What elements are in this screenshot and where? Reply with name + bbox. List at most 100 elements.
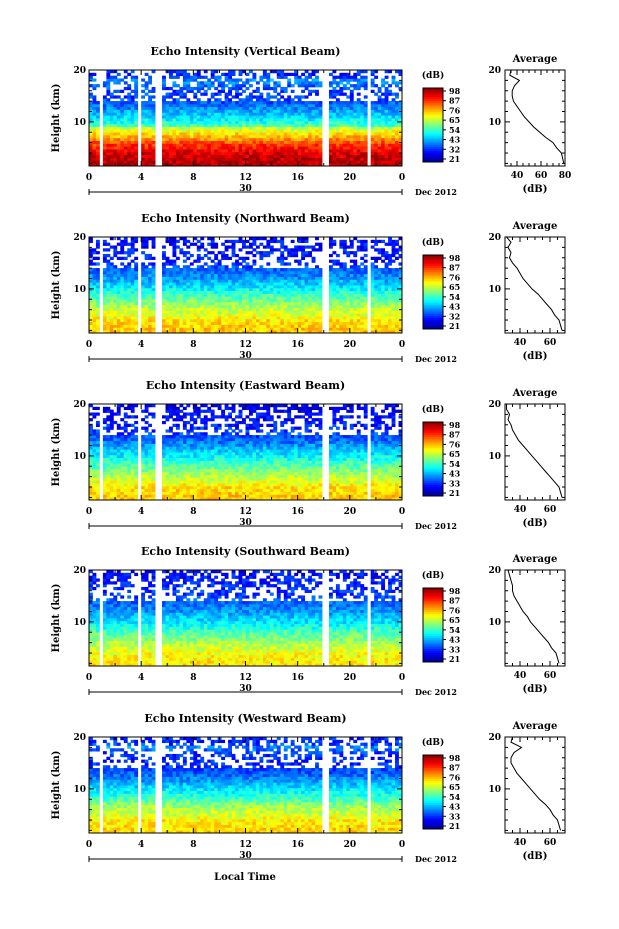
x-tick-label: 20 <box>344 507 357 517</box>
y-tick-label: 10 <box>73 285 86 295</box>
colorbar-band <box>423 599 443 602</box>
colorbar-band <box>423 786 443 789</box>
colorbar-band <box>423 788 443 791</box>
colorbar-band <box>423 767 443 771</box>
colorbar-band <box>423 280 443 284</box>
colorbar-band <box>423 299 443 302</box>
colorbar-band <box>423 444 443 447</box>
colorbar-band <box>423 301 443 304</box>
colorbar-band <box>423 471 443 475</box>
heatmap-cells <box>89 570 403 667</box>
colorbar-band <box>423 150 443 154</box>
average-x-label: (dB) <box>523 851 548 862</box>
colorbar-band <box>423 479 443 482</box>
colorbar-band <box>423 652 443 655</box>
colorbar-band <box>423 636 443 639</box>
colorbar-tick-label: 76 <box>449 105 461 115</box>
y-tick-label: 20 <box>73 566 86 576</box>
date-day-label: 30 <box>239 518 252 528</box>
colorbar-frame <box>422 254 444 330</box>
colorbar-band <box>423 438 443 441</box>
colorbar-band <box>423 154 443 157</box>
colorbar-band <box>423 481 443 484</box>
colorbar-tick-label: 87 <box>449 96 460 106</box>
colorbar-band <box>423 440 443 443</box>
colorbar-band <box>423 132 443 135</box>
colorbar-band <box>423 816 443 819</box>
colorbar-band <box>423 626 443 630</box>
colorbar-band <box>423 494 443 497</box>
average-profile-line <box>509 69 565 164</box>
colorbar-tick-label: 65 <box>449 115 460 125</box>
average-x-tick-label: 40 <box>514 671 527 681</box>
y-axis-label: Height (km) <box>51 84 62 153</box>
colorbar-band <box>423 112 443 115</box>
average-x-tick-label: 60 <box>535 171 548 181</box>
beam-panel-1: Echo Intensity (Northward Beam) 10 20 Heigh… <box>51 212 566 364</box>
colorbar-band <box>423 647 443 650</box>
beam-panel-2: Echo Intensity (Eastward Beam) 10 20 Height… <box>51 379 566 531</box>
colorbar-band <box>423 760 443 763</box>
colorbar-band <box>423 608 443 611</box>
colorbar-band <box>423 262 443 265</box>
y-axis-label: Height (km) <box>51 584 62 653</box>
colorbar-tick-label: 76 <box>449 272 461 282</box>
colorbar-band <box>423 264 443 267</box>
colorbar-band <box>423 634 443 637</box>
colorbar-band <box>423 643 443 646</box>
colorbar-tick-label: 54 <box>449 292 461 302</box>
average-title: Average <box>512 54 558 65</box>
colorbar-band <box>423 137 443 141</box>
y-tick-label: 20 <box>73 400 86 410</box>
average-x-tick-label: 60 <box>544 838 557 848</box>
average-y-tick-label: 20 <box>488 233 501 243</box>
colorbar-band <box>423 488 443 491</box>
date-day-label: 30 <box>239 351 252 361</box>
colorbar-band <box>423 91 443 94</box>
colorbar-band <box>423 782 443 785</box>
colorbar-band <box>423 588 443 591</box>
colorbar-band <box>423 790 443 793</box>
colorbar-tick-label: 87 <box>449 263 460 273</box>
colorbar-band <box>423 756 443 760</box>
colorbar-band <box>423 110 443 113</box>
colorbar-band <box>423 823 443 826</box>
colorbar-band <box>423 429 443 432</box>
colorbar-band <box>423 649 443 652</box>
colorbar-band <box>423 310 443 313</box>
average-y-tick-label: 20 <box>488 66 501 76</box>
colorbar-band <box>423 632 443 635</box>
x-tick-label: 16 <box>291 340 304 350</box>
colorbar-band <box>423 277 443 280</box>
y-tick-label: 20 <box>73 733 86 743</box>
y-tick-label: 10 <box>73 118 86 128</box>
y-axis-label: Height (km) <box>51 418 62 487</box>
colorbar-frame <box>422 587 444 663</box>
x-tick-label: 4 <box>138 340 144 350</box>
colorbar-band <box>423 422 443 425</box>
x-tick-label: 8 <box>190 673 196 683</box>
colorbar-band <box>423 462 443 465</box>
colorbar-band <box>423 126 443 130</box>
average-x-tick-label: 80 <box>559 171 572 181</box>
average-y-tick-label: 10 <box>488 452 501 462</box>
colorbar-band <box>423 304 443 308</box>
colorbar-band <box>423 490 443 493</box>
average-x-tick-label: 60 <box>544 338 557 348</box>
colorbar-band <box>423 152 443 155</box>
average-x-tick-label: 40 <box>514 505 527 515</box>
colorbar-band <box>423 827 443 830</box>
colorbar-tick-label: 32 <box>449 311 460 321</box>
colorbar-tick-label: 98 <box>449 753 461 763</box>
colorbar-band <box>423 93 443 96</box>
colorbar-band <box>423 793 443 797</box>
colorbar-tick-label: 98 <box>449 420 461 430</box>
colorbar-tick-label: 87 <box>449 596 460 606</box>
colorbar-band <box>423 258 443 261</box>
colorbar-band <box>423 139 443 143</box>
colorbar-tick-label: 87 <box>449 763 460 773</box>
colorbar-band <box>423 484 443 488</box>
colorbar-band <box>423 295 443 298</box>
colorbar-band <box>423 637 443 641</box>
x-tick-label: 12 <box>239 840 252 850</box>
